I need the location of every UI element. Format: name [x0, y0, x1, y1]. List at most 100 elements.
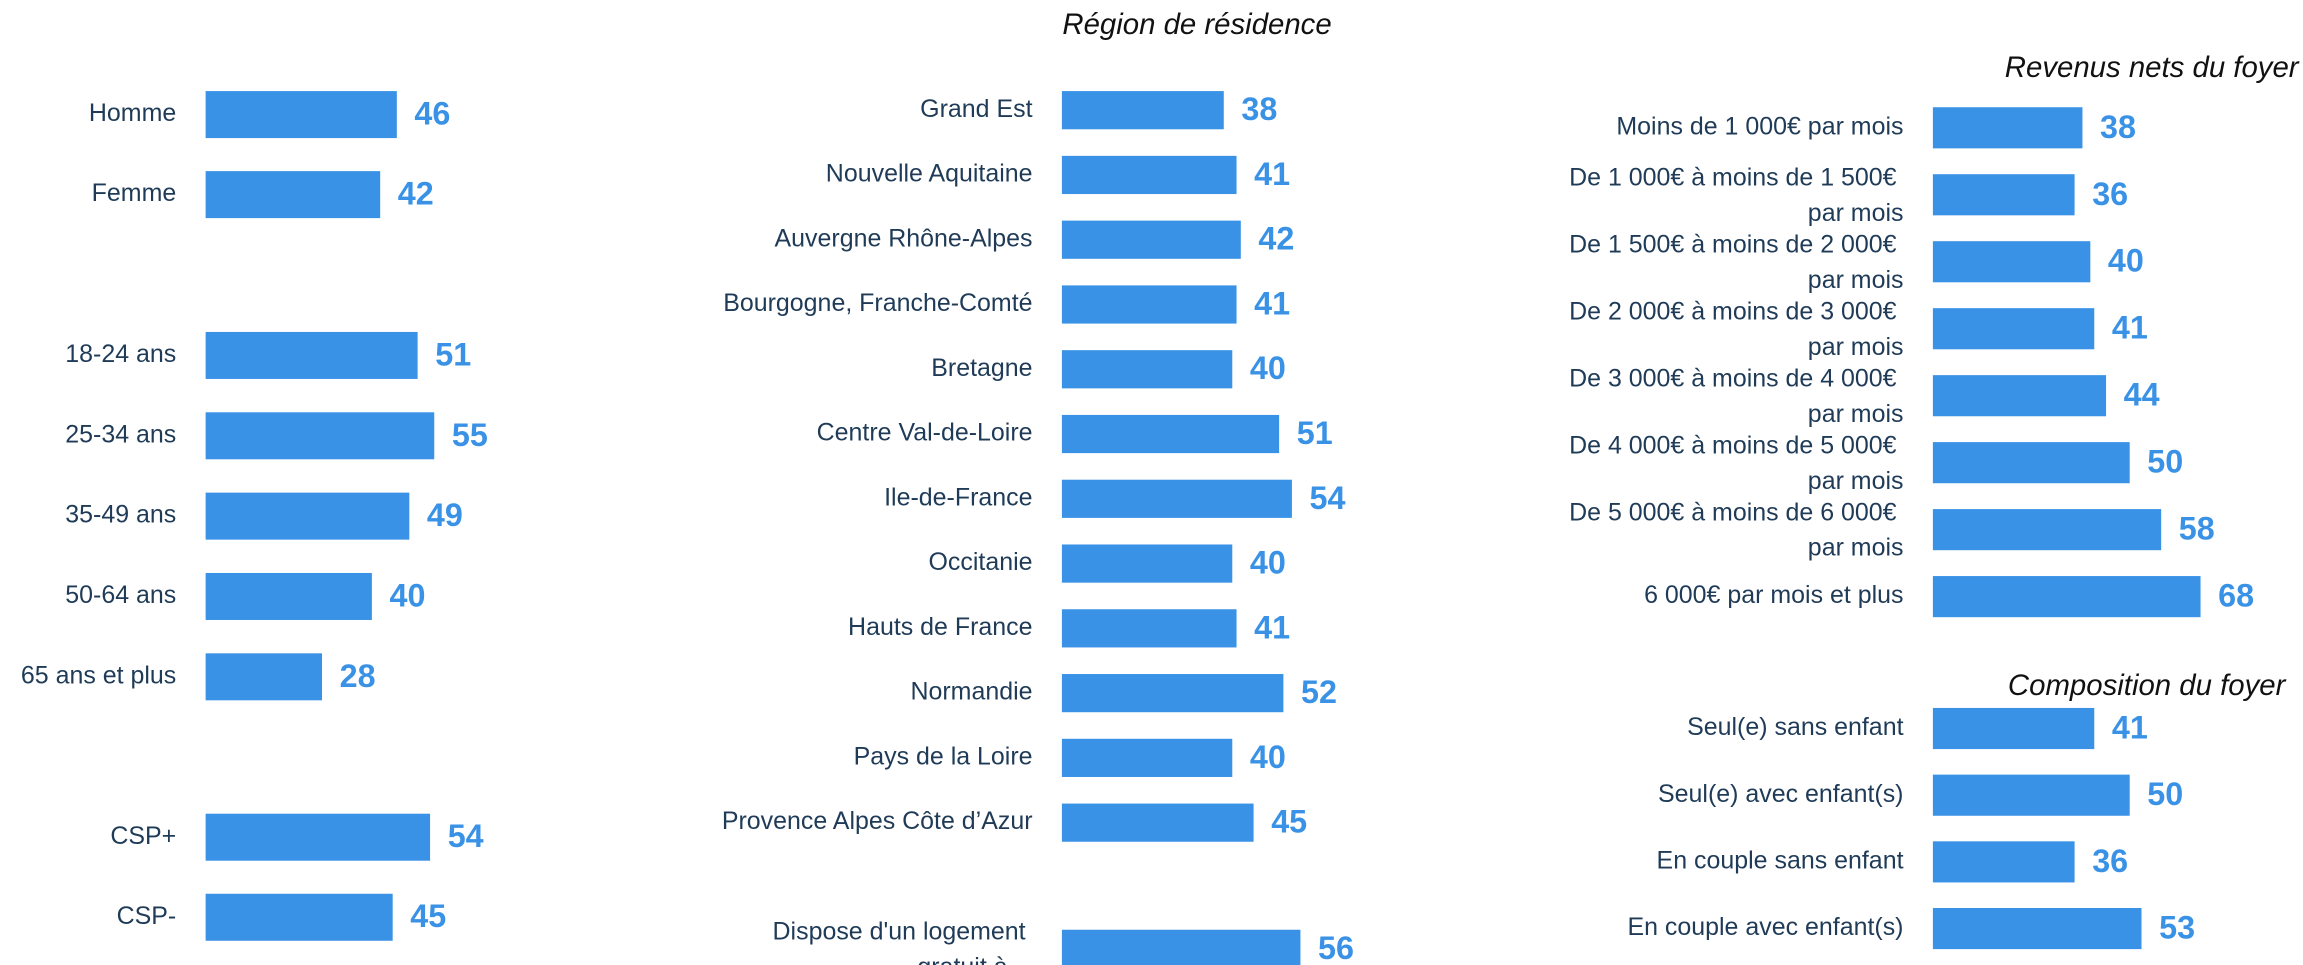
- category-label: De 5 000€ à moins de 6 000€ par mois: [1569, 498, 1903, 561]
- value-label: 44: [2124, 377, 2160, 413]
- category-label: Ile-de-France: [884, 483, 1032, 511]
- bar: [1932, 375, 2107, 417]
- value-label: 53: [2159, 910, 2195, 946]
- value-label: 68: [2218, 578, 2254, 614]
- bar: [205, 331, 418, 379]
- category-label: 18-24 ans: [65, 340, 176, 368]
- value-label: 56: [1318, 930, 1354, 965]
- value-label: 50: [2147, 444, 2183, 480]
- category-label: CSP-: [117, 902, 177, 930]
- value-label: 58: [2179, 511, 2215, 547]
- bar: [1061, 479, 1292, 518]
- bar: [205, 653, 323, 701]
- value-label: 54: [448, 818, 484, 854]
- bar: [205, 412, 435, 460]
- bar: [1061, 609, 1237, 648]
- bar: [1932, 442, 2130, 484]
- bar: [1061, 285, 1237, 324]
- bar: [1932, 841, 2075, 883]
- chart-title: Composition du foyer: [2008, 669, 2287, 702]
- category-label: 50-64 ans: [65, 581, 176, 609]
- category-label: Grand Est: [920, 95, 1032, 123]
- value-label: 46: [414, 96, 450, 132]
- bar: [1061, 155, 1237, 195]
- value-label: 41: [1254, 609, 1290, 645]
- bar: [1932, 707, 2095, 750]
- value-label: 49: [427, 497, 463, 533]
- value-label: 42: [398, 176, 434, 212]
- bar: [1932, 174, 2075, 216]
- bar: [1061, 674, 1284, 713]
- value-label: 45: [1271, 804, 1307, 840]
- bar: [1061, 91, 1224, 130]
- bar: [1061, 738, 1233, 777]
- category-label: 25-34 ans: [65, 420, 176, 448]
- category-label: En couple sans enfant: [1657, 846, 1904, 874]
- category-label: De 2 000€ à moins de 3 000€ par mois: [1569, 297, 1903, 360]
- value-label: 38: [1241, 91, 1277, 127]
- value-label: 41: [1254, 285, 1290, 321]
- category-label: Nouvelle Aquitaine: [826, 160, 1033, 188]
- category-label: Occitanie: [928, 548, 1032, 576]
- category-label: Auvergne Rhône-Alpes: [775, 224, 1033, 252]
- bar: [1061, 220, 1241, 259]
- category-label: Moins de 1 000€ par mois: [1616, 112, 1903, 140]
- value-label: 55: [452, 417, 488, 453]
- value-label: 40: [1250, 739, 1286, 775]
- category-label: Seul(e) sans enfant: [1687, 713, 1903, 741]
- category-label: Bretagne: [931, 354, 1032, 382]
- category-label: CSP+: [110, 822, 176, 850]
- bar: [1061, 929, 1301, 965]
- value-label: 45: [410, 898, 446, 934]
- value-label: 41: [2112, 710, 2148, 746]
- bar: [1932, 774, 2130, 816]
- bar: [205, 813, 431, 861]
- value-label: 41: [2112, 310, 2148, 346]
- value-label: 40: [390, 577, 426, 613]
- bar: [1061, 544, 1233, 583]
- bar: [205, 171, 381, 219]
- value-label: 40: [2108, 243, 2144, 279]
- bar: [205, 572, 372, 620]
- bar: [1932, 907, 2142, 950]
- value-label: 36: [2092, 176, 2128, 212]
- category-label: Normandie: [910, 678, 1032, 706]
- category-label: Centre Val-de-Loire: [817, 419, 1033, 447]
- category-label: 65 ans et plus: [21, 661, 176, 689]
- value-label: 40: [1250, 545, 1286, 581]
- bar: [1061, 414, 1280, 454]
- bar: [1932, 107, 2083, 149]
- bar: [1061, 803, 1254, 842]
- value-label: 36: [2092, 843, 2128, 879]
- category-label: De 1 000€ à moins de 1 500€ par mois: [1569, 163, 1903, 226]
- value-label: 42: [1258, 221, 1294, 257]
- category-label: En couple avec enfant(s): [1627, 913, 1903, 941]
- bar: [205, 893, 393, 941]
- category-label: Homme: [89, 99, 176, 127]
- category-label: Pays de la Loire: [854, 742, 1033, 770]
- value-label: 41: [1254, 156, 1290, 192]
- chart-title: Revenus nets du foyer: [2005, 51, 2300, 84]
- value-label: 40: [1250, 350, 1286, 386]
- bar: [1061, 350, 1233, 389]
- value-label: 38: [2100, 109, 2136, 145]
- value-label: 54: [1310, 480, 1346, 516]
- value-label: 52: [1301, 674, 1337, 710]
- value-label: 28: [340, 658, 376, 694]
- category-label: De 3 000€ à moins de 4 000€ par mois: [1569, 364, 1903, 427]
- category-label: Femme: [92, 179, 177, 207]
- category-label: Provence Alpes Côte d’Azur: [722, 807, 1033, 835]
- category-label: 35-49 ans: [65, 501, 176, 529]
- bar: [1932, 576, 2201, 618]
- value-label: 50: [2147, 776, 2183, 812]
- category-label: 6 000€ par mois et plus: [1644, 581, 1903, 609]
- category-label: De 1 500€ à moins de 2 000€ par mois: [1569, 230, 1903, 293]
- bar: [1932, 308, 2095, 350]
- bar: [1932, 241, 2091, 283]
- category-label: Seul(e) avec enfant(s): [1658, 780, 1904, 808]
- category-label: De 4 000€ à moins de 5 000€ par mois: [1569, 431, 1903, 494]
- value-label: 51: [1297, 415, 1333, 451]
- value-label: 51: [435, 336, 471, 372]
